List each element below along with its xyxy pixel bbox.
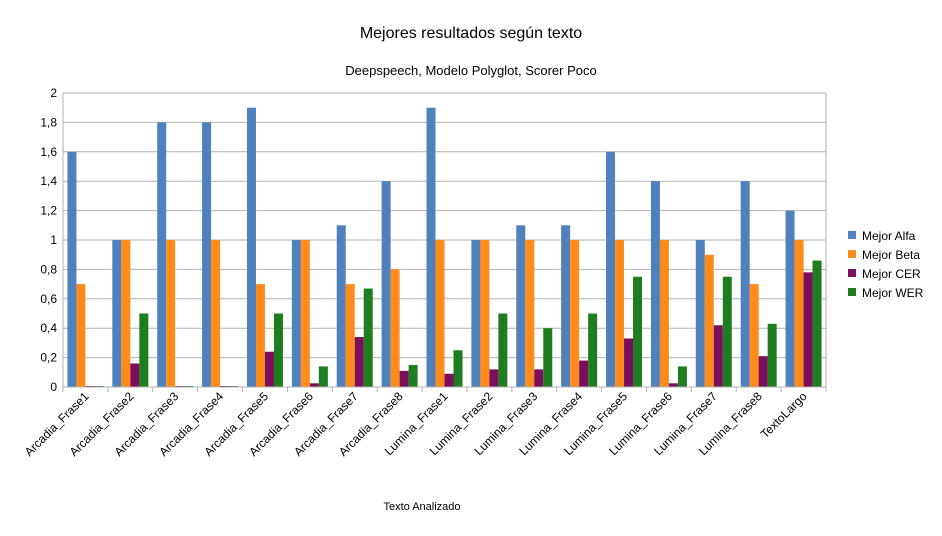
bar-mejor-alfa — [695, 240, 705, 387]
bar-mejor-beta — [121, 240, 131, 387]
bar-mejor-cer — [668, 383, 678, 387]
bar-mejor-beta — [480, 240, 490, 387]
legend-swatch — [848, 231, 856, 239]
bar-mejor-cer — [489, 369, 499, 387]
bar-mejor-alfa — [246, 107, 256, 387]
y-tick-label: 1 — [50, 233, 57, 247]
bar-mejor-beta — [570, 240, 580, 387]
bar-mejor-beta — [76, 284, 86, 387]
legend-label: Mejor Beta — [862, 248, 920, 262]
bar-mejor-alfa — [426, 107, 436, 387]
legend-swatch — [848, 269, 856, 277]
y-tick-label: 1,4 — [40, 174, 57, 188]
bar-mejor-beta — [435, 240, 445, 387]
bar-mejor-beta — [794, 240, 804, 387]
axes — [62, 93, 827, 388]
bar-mejor-alfa — [561, 225, 571, 387]
bar-mejor-alfa — [650, 181, 660, 387]
bar-mejor-alfa — [291, 240, 301, 387]
x-axis-ticks: Arcadia_Frase1Arcadia_Frase2Arcadia_Fras… — [22, 387, 827, 459]
bar-mejor-beta — [615, 240, 625, 387]
bar-mejor-beta — [525, 240, 535, 387]
bar-mejor-cer — [803, 272, 813, 387]
bar-mejor-cer — [130, 363, 140, 387]
legend-swatch — [848, 288, 856, 296]
y-tick-label: 1,2 — [40, 204, 57, 218]
bar-mejor-wer — [767, 323, 777, 387]
x-tick-label: TextoLargo — [758, 389, 810, 441]
bar-mejor-wer — [677, 366, 687, 387]
legend: Mejor Alfa Mejor Beta Mejor CER Mejor WER — [848, 229, 924, 300]
bar-mejor-wer — [273, 313, 283, 387]
legend-swatch — [848, 250, 856, 258]
bar-mejor-beta — [211, 240, 221, 387]
y-tick-label: 0,8 — [40, 262, 57, 276]
chart-title: Mejores resultados según texto — [360, 25, 582, 42]
bar-mejor-wer — [498, 313, 508, 387]
bar-mejor-alfa — [157, 122, 167, 388]
bar-mejor-beta — [255, 284, 265, 387]
bar-mejor-cer — [444, 373, 454, 387]
y-axis-ticks: 0 0,2 0,4 0,6 0,8 1 1,2 1,4 1,6 1,8 2 — [40, 86, 57, 394]
legend-label: Mejor CER — [862, 267, 921, 281]
bar-mejor-wer — [453, 350, 463, 387]
y-tick-label: 0,6 — [40, 292, 57, 306]
bar-mejor-alfa — [336, 225, 346, 387]
bar-mejor-beta — [659, 240, 669, 387]
y-tick-label: 2 — [50, 86, 57, 100]
bar-mejor-wer — [543, 328, 553, 387]
y-tick-label: 1,8 — [40, 115, 57, 129]
bar-mejor-beta — [345, 284, 355, 387]
y-tick-label: 0,2 — [40, 351, 57, 365]
bar-mejor-alfa — [740, 181, 750, 387]
bar-mejor-alfa — [516, 225, 526, 387]
bar-mejor-cer — [758, 356, 768, 387]
bar-mejor-wer — [812, 260, 822, 387]
bar-mejor-beta — [166, 240, 176, 387]
bar-mejor-cer — [309, 383, 319, 387]
bar-mejor-cer — [624, 338, 634, 387]
bar-mejor-cer — [534, 369, 544, 387]
bar-mejor-cer — [579, 360, 589, 387]
y-tick-label: 0,4 — [40, 321, 57, 335]
bar-mejor-cer — [354, 337, 364, 387]
x-axis-label: Texto Analizado — [383, 501, 460, 513]
bar-mejor-wer — [588, 313, 598, 387]
bar-mejor-cer — [264, 351, 274, 387]
bar-mejor-alfa — [606, 151, 616, 387]
legend-label: Mejor Alfa — [862, 229, 916, 243]
bar-mejor-wer — [363, 288, 373, 387]
bar-mejor-cer — [399, 370, 409, 387]
bar-mejor-alfa — [202, 122, 212, 388]
bar-mejor-beta — [749, 284, 759, 387]
bar-mejor-wer — [139, 313, 149, 387]
bar-mejor-alfa — [381, 181, 391, 387]
chart-subtitle: Deepspeech, Modelo Polyglot, Scorer Poco — [345, 63, 596, 78]
bar-mejor-wer — [408, 364, 418, 387]
bar-mejor-beta — [300, 240, 310, 387]
bar-mejor-alfa — [785, 210, 795, 387]
bars — [67, 107, 822, 388]
bar-mejor-wer — [318, 366, 328, 387]
legend-label: Mejor WER — [862, 286, 924, 300]
bar-mejor-wer — [633, 276, 643, 387]
bar-mejor-cer — [713, 325, 723, 387]
bar-mejor-beta — [390, 269, 400, 387]
bar-mejor-alfa — [67, 151, 77, 387]
y-tick-label: 1,6 — [40, 145, 57, 159]
bar-mejor-beta — [704, 254, 714, 387]
bar-mejor-wer — [722, 276, 732, 387]
y-tick-label: 0 — [50, 380, 57, 394]
bar-mejor-alfa — [112, 240, 122, 387]
bar-mejor-alfa — [471, 240, 481, 387]
